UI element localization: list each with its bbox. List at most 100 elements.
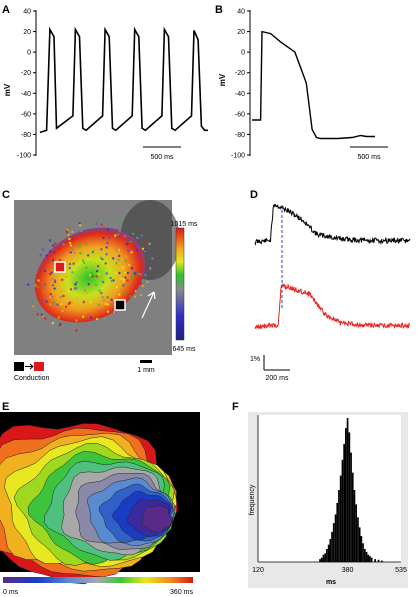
panel-a-trace <box>39 26 208 134</box>
panel-c-dot <box>127 249 130 252</box>
panel-c-dot <box>59 243 62 246</box>
panel-f-bar <box>377 559 380 562</box>
panel-c-dot <box>85 266 88 269</box>
panel-c-dot <box>129 295 132 298</box>
panel-c-dot <box>124 259 127 262</box>
panel-b-tick-label: -60 <box>235 111 245 118</box>
panel-b-tick-label: -40 <box>235 91 245 98</box>
panel-f-plot-area <box>258 415 401 562</box>
panel-c-dot <box>68 266 72 270</box>
panel-c-dot <box>89 316 93 319</box>
panel-c-dot <box>143 248 147 252</box>
panel-c-dot <box>106 310 110 313</box>
panel-c-dot <box>139 235 142 238</box>
panel-c-dot <box>50 271 53 274</box>
panel-c-dot <box>58 323 61 327</box>
panel-b-tick-label: -80 <box>235 132 245 139</box>
panel-c-dot <box>126 271 130 275</box>
panel-c-dot <box>72 262 75 265</box>
panel-c-dot <box>79 252 82 255</box>
panel-c-dot <box>82 300 86 304</box>
panel-c-dot <box>74 283 77 286</box>
panel-c-dot <box>110 298 113 301</box>
panel-c-dot <box>90 271 94 275</box>
panel-c-dot <box>97 303 101 307</box>
panel-c-dot <box>53 251 56 254</box>
panel-c-dot <box>78 222 81 225</box>
panel-c-dot <box>39 249 42 253</box>
panel-c-dot <box>48 239 52 242</box>
panel-c-dot <box>79 244 82 247</box>
panel-c-dot <box>112 297 115 300</box>
panel-c-dot <box>118 230 121 233</box>
panel-f-bar <box>358 527 361 562</box>
panel-c-dot <box>49 292 52 296</box>
panel-f-bar <box>353 490 356 562</box>
conduction-legend-label: Conduction <box>14 375 50 382</box>
panel-c-dot <box>78 224 82 227</box>
panel-c-dot <box>104 262 107 265</box>
panel-label-d: D <box>250 189 258 201</box>
panel-c-dot <box>75 319 78 322</box>
panel-c-dot <box>44 317 47 320</box>
panel-c-dot <box>89 283 92 286</box>
panel-c-dot <box>77 231 81 234</box>
panel-c-dot <box>131 272 134 275</box>
panel-c-colorbar-max: 1015 ms <box>171 221 198 228</box>
panel-b-chart: 40 20 0 -20 -40 -60 -80 -100 mV 500 ms <box>218 9 388 161</box>
panel-f-bar <box>369 556 371 562</box>
panel-c-dot <box>45 300 48 303</box>
panel-f-bars <box>319 418 383 562</box>
panel-c-dot <box>95 269 99 273</box>
panel-c-dot <box>43 269 47 273</box>
panel-c-dot <box>141 284 144 288</box>
panel-c-dot <box>60 290 64 293</box>
panel-c-dot <box>39 254 42 257</box>
panel-f-bar <box>341 459 344 562</box>
panel-c-dot <box>82 315 85 318</box>
panel-c-dot <box>51 258 55 262</box>
panel-c-dot <box>130 267 133 270</box>
panel-c-dot <box>67 302 71 306</box>
panel-c-dot <box>103 317 107 320</box>
panel-c-dot <box>108 236 111 239</box>
panel-c-dot <box>42 290 46 293</box>
panel-c-dot <box>146 281 149 284</box>
panel-c-dot <box>65 230 69 233</box>
panel-c-dot <box>85 242 88 246</box>
panel-c-dot <box>144 273 147 277</box>
panel-c-dot <box>37 279 40 282</box>
panel-c-dot <box>62 294 65 298</box>
panel-a-tick-label: 20 <box>23 29 31 36</box>
panel-f-bar <box>350 452 352 562</box>
panel-a-ylabel: mV <box>3 83 12 96</box>
panel-c-dot <box>61 309 64 313</box>
panel-c-dot <box>41 248 45 251</box>
panel-c-dot <box>106 241 109 245</box>
panel-c-dot <box>139 273 142 276</box>
panel-c-dot <box>54 242 57 245</box>
panel-a-tick-label: -40 <box>21 91 31 98</box>
panel-a-scalebar-label: 500 ms <box>151 154 174 161</box>
panel-b-tick-label: 0 <box>241 50 245 57</box>
panel-f-bar <box>346 418 349 562</box>
panel-c-dot <box>98 289 101 292</box>
panel-c-dot <box>61 278 64 281</box>
panel-a-tick-label: -60 <box>21 111 31 118</box>
panel-f-bar <box>357 517 359 562</box>
panel-c-dot <box>34 301 38 304</box>
conduction-legend-arrow-icon <box>25 363 34 370</box>
panel-c-dot <box>105 246 108 249</box>
panel-c-dot <box>80 229 83 233</box>
panel-c-dot <box>118 254 121 258</box>
panel-f-bar <box>324 553 326 562</box>
panel-f-bar <box>345 428 347 562</box>
panel-label-c: C <box>2 189 10 201</box>
panel-c-dot <box>77 309 81 312</box>
panel-c-colorbar-min: 645 ms <box>173 346 196 353</box>
panel-c-dot <box>115 235 119 239</box>
panel-label-a: A <box>2 4 10 16</box>
panel-c-dot <box>139 282 142 285</box>
panel-f-xlabel: ms <box>326 579 336 586</box>
panel-c-dot <box>118 271 121 275</box>
